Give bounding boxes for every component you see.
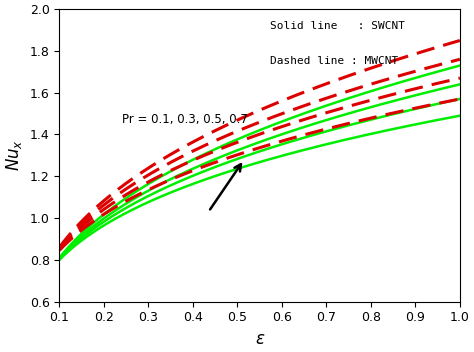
X-axis label: ε: ε: [255, 330, 264, 348]
Y-axis label: $Nu_x$: $Nu_x$: [4, 139, 24, 171]
Text: Dashed line : MWCNT: Dashed line : MWCNT: [270, 56, 398, 66]
Text: Solid line   : SWCNT: Solid line : SWCNT: [270, 21, 405, 31]
Text: Pr = 0.1, 0.3, 0.5, 0.7: Pr = 0.1, 0.3, 0.5, 0.7: [122, 113, 247, 126]
